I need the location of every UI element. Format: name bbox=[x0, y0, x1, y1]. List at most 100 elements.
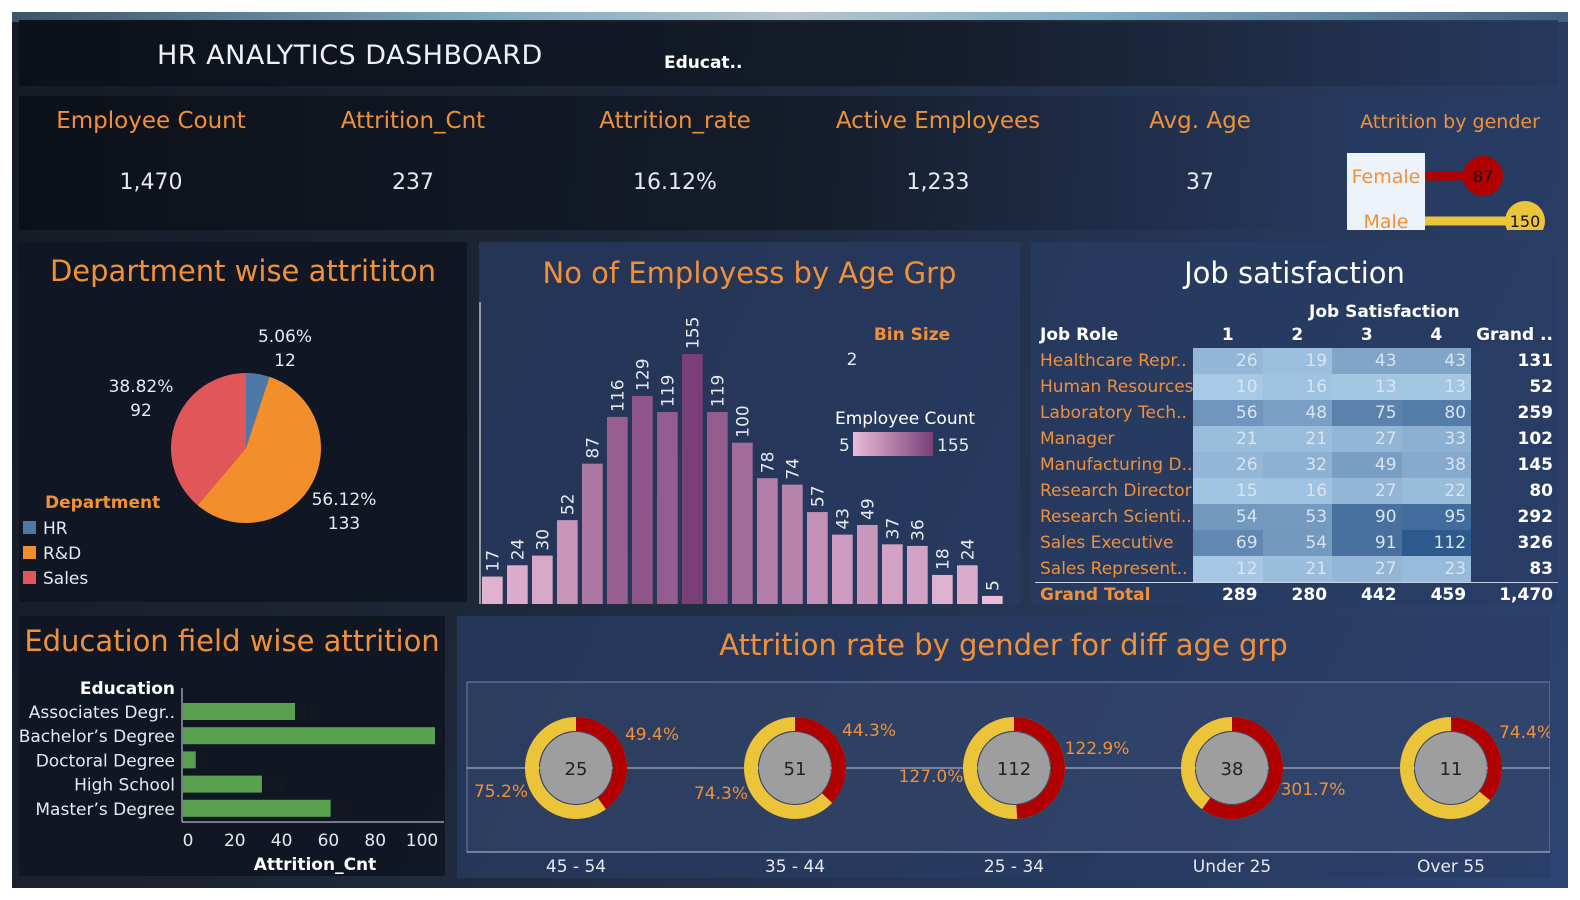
satisfaction-cell: 13 bbox=[1401, 374, 1472, 400]
pie-slice-rd bbox=[197, 376, 321, 523]
satisfaction-cell: 95 bbox=[1401, 504, 1472, 530]
kpi-label: Attrition_Cnt bbox=[340, 108, 486, 134]
job-role-cell: Research Director bbox=[1040, 481, 1192, 501]
satisfaction-cell: 75 bbox=[1332, 400, 1402, 426]
education-value-label: 99 bbox=[438, 727, 445, 746]
education-category-label: Master’s Degree bbox=[35, 800, 175, 820]
row-total-cell: 292 bbox=[1517, 507, 1554, 527]
education-category-label: Associates Degr.. bbox=[29, 703, 175, 723]
kpi-value: 1,233 bbox=[906, 170, 970, 195]
pie-legend-swatch bbox=[23, 521, 36, 534]
hist-bar bbox=[882, 544, 903, 604]
education-axis-title: Education bbox=[80, 679, 175, 699]
row-total-cell: 131 bbox=[1517, 351, 1554, 371]
donut-male-pct: 127.0% bbox=[899, 767, 964, 787]
grand-total-row: Grand Total 289 280 442 459 1,470 bbox=[1035, 582, 1558, 604]
donut-female-arc bbox=[794, 717, 846, 803]
satisfaction-cell: 21 bbox=[1262, 556, 1333, 582]
education-value-label: 31 bbox=[265, 776, 285, 795]
table-header-row: Job Role 1 2 3 4 Grand .. bbox=[1035, 322, 1558, 348]
hist-value-label: 5 bbox=[983, 580, 1003, 591]
table-row: Manager 21 21 27 33 102 bbox=[1035, 426, 1558, 452]
gender-dot bbox=[1505, 201, 1545, 230]
donut-female-pct: 44.3% bbox=[842, 721, 896, 741]
donut-center bbox=[1415, 732, 1487, 804]
donut-center-value: 112 bbox=[997, 759, 1031, 780]
pie-slice-sales bbox=[171, 373, 246, 506]
education-category-label: High School bbox=[74, 776, 175, 796]
gender-value-label: 150 bbox=[1510, 212, 1541, 230]
gender-age-title: Attrition rate by gender for diff age gr… bbox=[719, 628, 1288, 662]
row-total-cell: 145 bbox=[1517, 455, 1554, 475]
satisfaction-cell: 38 bbox=[1401, 452, 1472, 478]
kpi-value: 37 bbox=[1186, 170, 1214, 195]
table-row: Manufacturing D.. 26 32 49 38 145 bbox=[1035, 452, 1558, 478]
donut-female-arc bbox=[1450, 717, 1502, 801]
education-chart-title: Education field wise attrition bbox=[24, 624, 440, 658]
kpi-strip: Employee Count 1,470 Attrition_Cnt 237 A… bbox=[19, 96, 1335, 230]
satisfaction-cell: 26 bbox=[1193, 452, 1263, 478]
education-tick-label: 40 bbox=[271, 831, 293, 851]
donut-female-pct: 301.7% bbox=[1281, 780, 1346, 800]
satisfaction-cell: 43 bbox=[1332, 348, 1402, 374]
hist-value-label: 52 bbox=[558, 493, 578, 515]
pie-slice-hr bbox=[246, 373, 270, 448]
job-satisfaction-table: Job Role 1 2 3 4 Grand .. Healthcare Repr.. 26 1… bbox=[1035, 322, 1558, 604]
hist-value-label: 24 bbox=[958, 539, 978, 561]
education-category-label: Doctoral Degree bbox=[36, 751, 175, 771]
job-role-cell: Manager bbox=[1040, 429, 1115, 449]
row-total-cell: 83 bbox=[1529, 558, 1553, 579]
department-pie-chart: 5.06% 12 56.12% 133 38.82% 92 Department HR R&D S… bbox=[23, 327, 376, 589]
row-total-cell: 102 bbox=[1517, 429, 1554, 449]
satisfaction-cell: 21 bbox=[1262, 426, 1333, 452]
satisfaction-cell: 27 bbox=[1332, 556, 1402, 582]
pie-pct-label: 5.06% bbox=[258, 327, 312, 347]
donut-age-label: Under 25 bbox=[1193, 857, 1272, 877]
row-header: Job Role bbox=[1040, 325, 1119, 345]
kpi-value: 16.12% bbox=[633, 170, 717, 195]
hist-value-label: 24 bbox=[508, 539, 528, 561]
satisfaction-cell: 13 bbox=[1332, 374, 1402, 400]
hist-value-label: 17 bbox=[483, 550, 503, 572]
hist-bar bbox=[932, 574, 953, 604]
satisfaction-cell: 53 bbox=[1262, 504, 1333, 530]
education-tick-label: 0 bbox=[183, 831, 194, 851]
column-total-cell: 289 bbox=[1222, 585, 1258, 604]
kpi-value: 237 bbox=[392, 170, 434, 195]
satisfaction-cell: 54 bbox=[1193, 504, 1263, 530]
job-role-cell: Sales Represent.. bbox=[1040, 558, 1188, 579]
gender-chart: Attrition by gender Female 87 Male 150 bbox=[1347, 111, 1545, 230]
gender-category-label: Male bbox=[1363, 211, 1408, 230]
donut-male-pct: 74.3% bbox=[694, 784, 748, 804]
hist-value-label: 43 bbox=[833, 508, 853, 530]
gender-age-panel: Attrition rate by gender for diff age gr… bbox=[457, 616, 1550, 878]
department-panel: Department wise attrititon 5.06% 12 56.12%… bbox=[19, 242, 467, 602]
table-row: Laboratory Tech.. 56 48 75 80 259 bbox=[1035, 400, 1558, 426]
pie-value-label: 133 bbox=[328, 514, 360, 534]
education-filter[interactable]: Educat.. bbox=[664, 53, 743, 73]
hist-bar bbox=[807, 512, 828, 604]
kpi-label: Employee Count bbox=[56, 108, 246, 134]
kpi-avg-age: Avg. Age 37 bbox=[1080, 108, 1320, 195]
kpi-attrition-count: Attrition_Cnt 237 bbox=[293, 108, 533, 195]
kpi-employee-count: Employee Count 1,470 bbox=[31, 108, 271, 195]
table-row: Research Director 15 16 27 22 80 bbox=[1035, 478, 1558, 504]
satisfaction-cell: 21 bbox=[1193, 426, 1263, 452]
pie-legend-label: HR bbox=[43, 519, 68, 539]
table-row: Research Scienti.. 54 53 90 95 292 bbox=[1035, 504, 1558, 530]
satisfaction-cell: 12 bbox=[1193, 556, 1263, 582]
hist-value-label: 49 bbox=[858, 498, 878, 520]
education-tick-label: 100 bbox=[406, 831, 438, 851]
column-total-cell: 442 bbox=[1361, 585, 1397, 604]
satisfaction-cell: 26 bbox=[1193, 348, 1263, 374]
donut-center bbox=[978, 732, 1050, 804]
education-bar bbox=[183, 775, 262, 793]
satisfaction-cell: 15 bbox=[1193, 478, 1263, 504]
donut-center bbox=[759, 732, 831, 804]
education-bar-chart: Education Associates Degr.. 44 Bachelor’s D… bbox=[19, 679, 445, 875]
pie-legend-label: Sales bbox=[43, 569, 88, 589]
page-title: HR ANALYTICS DASHBOARD bbox=[157, 40, 543, 71]
hist-legend-gradient bbox=[853, 432, 933, 456]
satisfaction-cell: 22 bbox=[1401, 478, 1472, 504]
